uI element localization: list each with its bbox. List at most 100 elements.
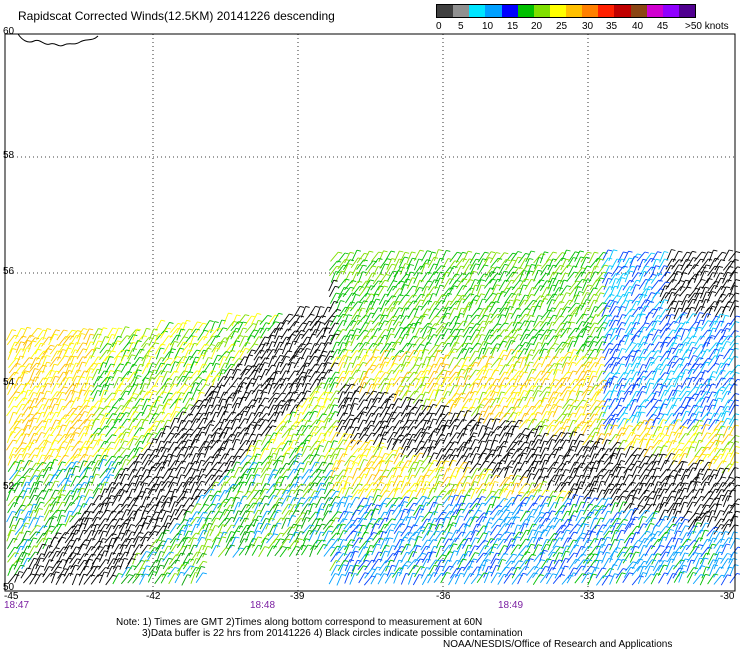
wind-barb <box>498 264 505 276</box>
wind-barb <box>714 252 723 262</box>
wind-barb <box>15 341 22 353</box>
wind-barb-feather <box>131 341 137 344</box>
wind-barb-feather <box>28 399 34 402</box>
wind-barb <box>188 361 195 373</box>
wind-barb-feather <box>614 301 619 303</box>
wind-barb-feather <box>400 426 405 429</box>
wind-barb <box>531 349 540 360</box>
wind-barb <box>590 265 596 278</box>
wind-barb-feather <box>163 385 168 388</box>
wind-barb <box>462 264 470 276</box>
wind-barb-feather <box>636 349 642 352</box>
wind-barb <box>554 252 563 263</box>
wind-barb <box>259 322 267 334</box>
wind-barb-feather <box>489 334 494 337</box>
wind-barb-feather <box>384 329 390 331</box>
wind-barb-feather <box>329 334 335 337</box>
wind-barb-feather <box>319 397 325 400</box>
wind-barb-feather <box>533 328 538 331</box>
wind-barb <box>118 412 127 423</box>
wind-barb-feather <box>574 355 579 358</box>
wind-barb-feather <box>372 390 378 393</box>
wind-barb-feather <box>604 314 610 317</box>
wind-barb-feather <box>455 341 460 344</box>
wind-barb <box>652 341 660 353</box>
wind-barb <box>673 307 680 320</box>
wind-barb-feather <box>704 286 710 289</box>
wind-barb-feather <box>718 342 724 345</box>
wind-barb-feather <box>525 427 530 430</box>
wind-barb-feather <box>610 293 615 296</box>
wind-barb <box>379 258 388 269</box>
wind-barb <box>728 300 735 312</box>
wind-barb-feather <box>680 442 685 445</box>
wind-barb-feather <box>727 271 732 274</box>
wind-barb-feather <box>440 271 445 274</box>
wind-barb <box>64 439 72 451</box>
wind-barb <box>356 253 365 264</box>
wind-barb-feather <box>260 349 265 352</box>
wind-barb-feather <box>377 266 383 268</box>
wind-barb-feather <box>434 279 439 282</box>
wind-barb-feather <box>259 418 264 421</box>
wind-barb <box>400 307 406 320</box>
wind-barb <box>118 407 127 418</box>
wind-barb-feather <box>222 369 227 372</box>
wind-barb <box>350 294 356 306</box>
wind-barb-feather <box>630 369 635 372</box>
wind-barb <box>133 348 141 360</box>
wind-barb <box>713 266 720 278</box>
wind-barb-feather <box>434 382 439 385</box>
wind-barb-feather <box>358 280 363 283</box>
wind-barb <box>384 333 392 345</box>
wind-barb-feather <box>377 307 383 310</box>
wind-barb <box>247 329 255 341</box>
wind-barb-feather <box>531 385 537 388</box>
wind-barb <box>482 305 489 317</box>
wind-barb <box>574 305 581 317</box>
wind-barb <box>722 260 732 271</box>
wind-barb-feather <box>321 405 326 408</box>
wind-barb <box>345 292 353 304</box>
wind-barb-feather <box>41 432 46 434</box>
wind-barb-feather <box>510 336 516 339</box>
wind-barb <box>637 336 645 348</box>
wind-barb <box>160 327 168 339</box>
wind-barb-feather <box>544 418 550 421</box>
wind-barb-feather <box>474 361 479 364</box>
wind-barb <box>238 348 246 359</box>
wind-barb <box>631 405 638 417</box>
wind-barb <box>441 328 449 340</box>
wind-barb-feather <box>342 404 347 407</box>
wind-barb-feather <box>592 370 597 373</box>
wind-barb <box>400 278 407 290</box>
wind-barb-feather <box>718 265 724 268</box>
wind-barb-feather <box>336 420 341 423</box>
wind-barb-feather <box>609 286 614 289</box>
wind-barb-feather <box>693 404 699 407</box>
wind-barb-feather <box>462 285 467 288</box>
wind-barb <box>539 280 548 292</box>
wind-barb-feather <box>537 390 542 393</box>
wind-barb-feather <box>617 404 623 407</box>
wind-barb-feather <box>620 397 626 400</box>
wind-barb-feather <box>420 363 426 366</box>
wind-barb <box>421 286 427 299</box>
wind-barb <box>111 370 118 382</box>
wind-barb <box>476 279 482 292</box>
wind-barb <box>279 320 287 332</box>
wind-barb-feather <box>683 312 688 314</box>
wind-barb-feather <box>537 411 542 414</box>
wind-barb-feather <box>316 320 322 323</box>
wind-barb-feather <box>203 349 208 352</box>
wind-barb-feather <box>460 396 465 399</box>
colorbar-label: 40 <box>632 21 644 32</box>
wind-barb-feather <box>140 348 145 351</box>
wind-barb <box>27 340 33 353</box>
wind-barb-feather <box>153 438 158 441</box>
wind-barb-feather <box>602 336 607 338</box>
wind-barb-feather <box>20 383 26 386</box>
wind-barb <box>505 349 512 361</box>
wind-barb-feather <box>725 314 730 317</box>
wind-barb <box>351 250 358 262</box>
